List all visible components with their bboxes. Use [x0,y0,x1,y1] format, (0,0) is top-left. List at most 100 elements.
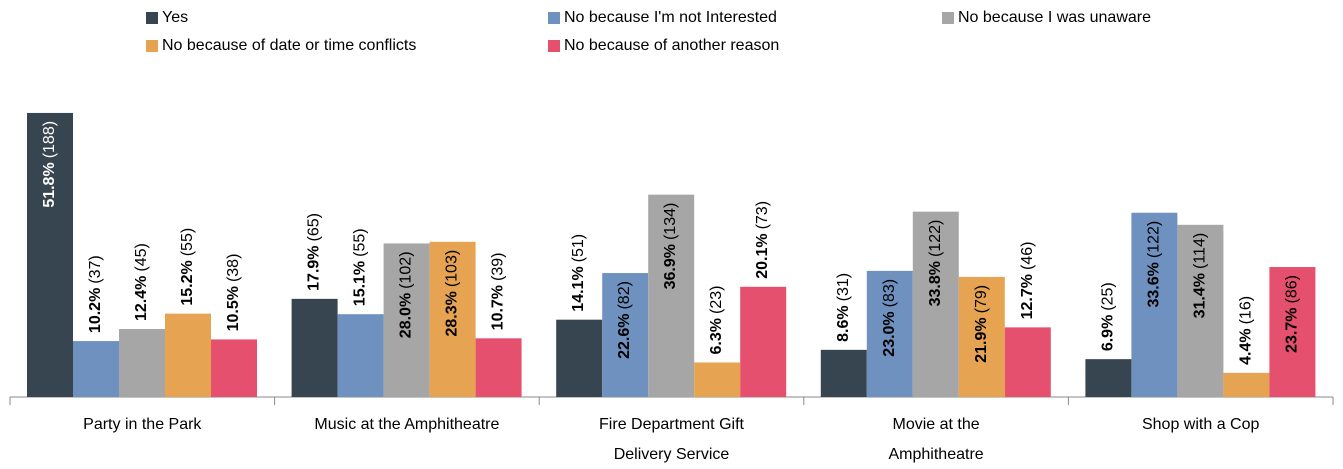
value-label: 15.1% [352,261,369,306]
bar [1269,267,1316,397]
bar [556,319,603,397]
count-label: (51) [570,234,587,262]
legend-swatch [146,40,158,52]
count-label: (55) [179,228,196,256]
x-tick-label: Movie at the [893,416,980,433]
bar [291,298,338,397]
count-label: (102) [398,251,415,288]
value-label: 36.9% [662,244,679,289]
value-label: 14.1% [570,266,587,311]
count-label: (37) [87,255,104,283]
bar [1131,212,1178,397]
count-label: (188) [41,121,58,158]
data-label: 20.1% (73) [754,201,771,279]
data-label: 10.5% (38) [225,254,242,332]
bar [912,211,959,397]
data-label: 15.1% (55) [352,228,369,306]
data-label: 10.2% (37) [87,255,104,333]
count-label: (82) [616,281,633,309]
count-label: (39) [490,252,507,280]
count-label: (73) [754,201,771,229]
data-label: 23.0% (83) [881,279,898,357]
bar [119,329,165,397]
bar [648,194,695,397]
legend-swatch [146,12,158,24]
data-label: 15.2% (55) [179,228,196,306]
value-label: 12.7% [1019,274,1036,319]
value-label: 12.4% [133,276,150,321]
data-label: 33.8% (122) [927,220,944,307]
count-label: (122) [1146,221,1163,258]
bar [27,112,73,398]
value-label: 8.6% [835,305,852,341]
value-label: 23.0% [881,311,898,356]
count-label: (79) [973,285,990,313]
data-label: 28.0% (102) [398,251,415,338]
bar [958,276,1005,397]
bar [1004,327,1051,397]
data-label: 21.9% (79) [973,285,990,363]
count-label: (103) [444,250,461,287]
bar [820,349,867,397]
count-label: (83) [881,279,898,307]
value-label: 20.1% [754,233,771,278]
legend-label: No because I'm not Interested [564,9,777,26]
value-label: 6.9% [1100,315,1117,351]
legend-label: Yes [162,9,188,26]
value-label: 28.3% [444,291,461,336]
bar [1085,359,1132,397]
count-label: (25) [1100,282,1117,310]
x-tick-label: Amphitheatre [889,446,984,463]
bar [211,339,257,397]
value-label: 22.6% [616,314,633,359]
bar [165,313,211,397]
count-label: (114) [1192,233,1209,269]
data-label: 33.6% (122) [1146,221,1163,308]
value-label: 15.2% [179,260,196,305]
count-label: (46) [1019,242,1036,270]
data-label: 12.4% (45) [133,243,150,321]
count-label: (31) [835,273,852,301]
count-label: (23) [708,286,725,314]
bar [1223,372,1270,397]
data-label: 17.9% (65) [306,213,323,291]
data-label: 6.9% (25) [1100,282,1117,351]
data-label: 23.7% (86) [1284,275,1301,353]
x-tick-label: Party in the Park [83,416,202,433]
data-label: 22.6% (82) [616,281,633,359]
data-label: 10.7% (39) [490,252,507,330]
count-label: (122) [927,220,944,257]
data-label: 36.9% (134) [662,203,679,290]
bar [73,341,119,397]
data-label: 31.4% (114) [1192,233,1209,319]
legend-label: No because I was unaware [958,9,1151,26]
bar [740,286,787,397]
legend-swatch [942,12,954,24]
data-label: 6.3% (23) [708,286,725,355]
value-label: 23.7% [1284,307,1301,352]
value-label: 31.4% [1192,273,1209,318]
legend-swatch [548,40,560,52]
value-label: 4.4% [1238,328,1255,364]
legend-label: No because of date or time conflicts [162,37,416,54]
value-label: 6.3% [708,318,725,354]
value-label: 33.8% [927,261,944,306]
bar [337,314,384,397]
count-label: (134) [662,203,679,240]
x-tick-label: Delivery Service [614,446,730,463]
value-label: 10.7% [490,285,507,330]
value-label: 10.5% [225,286,242,331]
bar [429,241,476,397]
bar [475,338,522,397]
legend-swatch [548,12,560,24]
legend-label: No because of another reason [564,37,779,54]
count-label: (55) [352,228,369,256]
count-label: (65) [306,213,323,241]
value-label: 17.9% [306,245,323,290]
x-tick-label: Shop with a Cop [1142,416,1260,433]
value-label: 51.8% [41,162,58,207]
data-label: 12.7% (46) [1019,242,1036,320]
value-label: 21.9% [973,317,990,362]
data-label: 28.3% (103) [444,250,461,337]
